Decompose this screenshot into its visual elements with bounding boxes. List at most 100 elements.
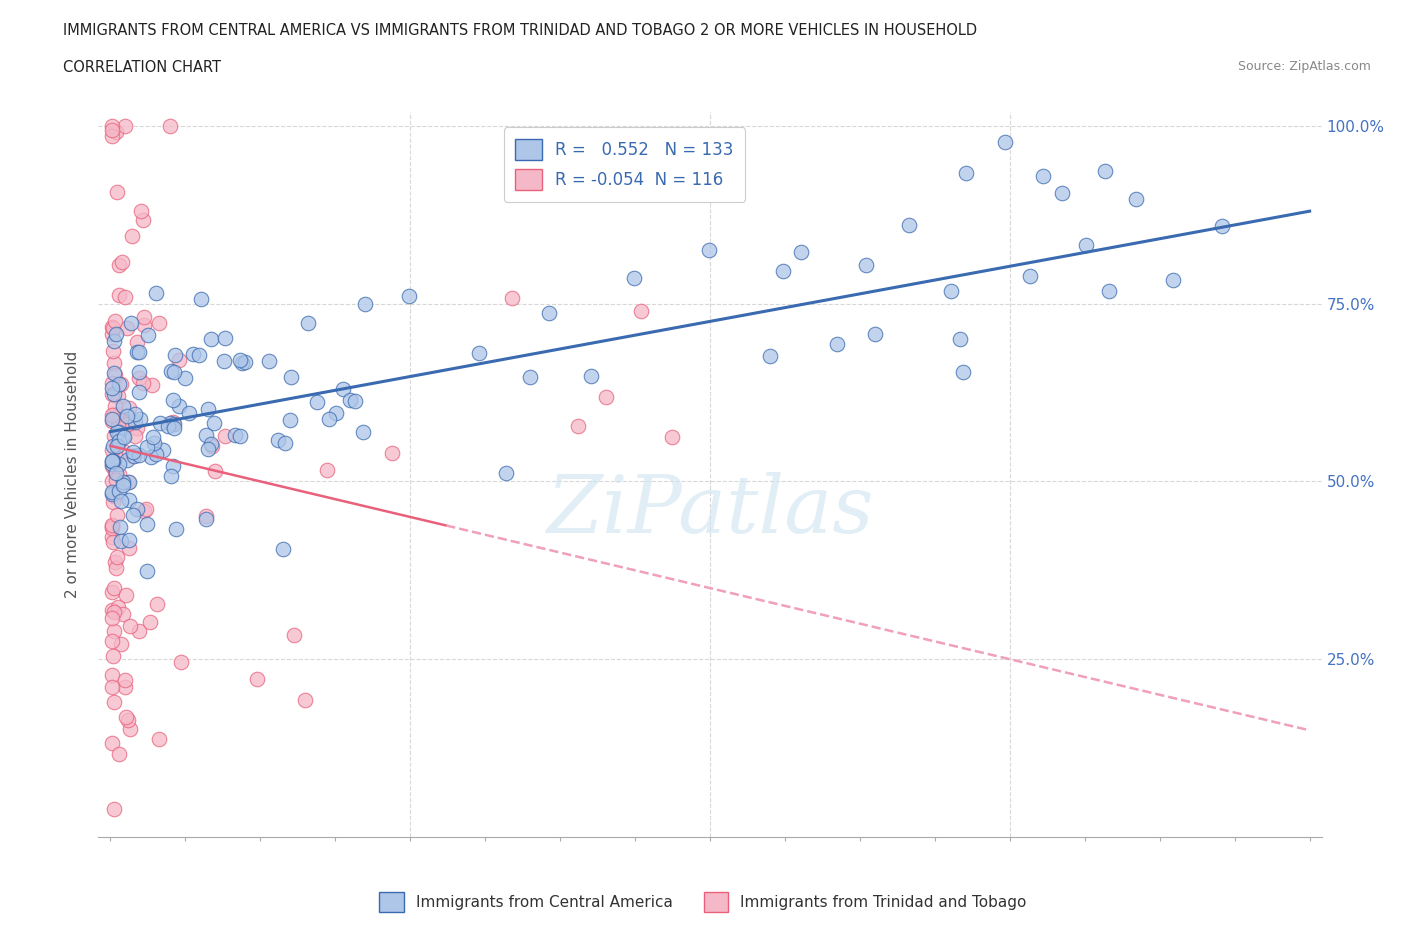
Point <box>159 118 181 133</box>
Point <box>157 418 180 433</box>
Point <box>163 421 186 436</box>
Point <box>101 521 124 536</box>
Point <box>200 436 222 451</box>
Point <box>112 399 135 414</box>
Point <box>283 628 305 643</box>
Point <box>101 535 124 550</box>
Point <box>160 469 183 484</box>
Point <box>128 447 150 462</box>
Point <box>139 449 162 464</box>
Point <box>101 380 124 395</box>
Point <box>194 509 217 524</box>
Point <box>789 244 811 259</box>
Point <box>100 633 122 648</box>
Point <box>332 381 354 396</box>
Point <box>271 541 294 556</box>
Point <box>103 407 125 422</box>
Point <box>100 442 122 457</box>
Point <box>224 428 246 443</box>
Point <box>118 619 141 634</box>
Point <box>104 465 127 480</box>
Point <box>939 284 962 299</box>
Point <box>267 432 290 447</box>
Point <box>107 389 129 404</box>
Point <box>307 394 329 409</box>
Point <box>124 415 146 430</box>
Point <box>381 445 404 460</box>
Point <box>117 452 139 467</box>
Point <box>246 671 269 686</box>
Point <box>278 412 301 427</box>
Point <box>135 440 157 455</box>
Point <box>229 352 252 367</box>
Point <box>132 376 155 391</box>
Point <box>353 297 375 312</box>
Point <box>200 332 222 347</box>
Point <box>132 317 155 332</box>
Point <box>115 588 138 603</box>
Point <box>202 416 225 431</box>
Point <box>103 454 125 469</box>
Point <box>190 292 212 307</box>
Point <box>163 365 186 379</box>
Point <box>103 488 125 503</box>
Point <box>100 319 122 334</box>
Point <box>229 429 252 444</box>
Point <box>758 349 780 364</box>
Point <box>101 473 124 488</box>
Point <box>104 367 127 382</box>
Point <box>101 494 124 509</box>
Point <box>132 212 155 227</box>
Point <box>468 345 491 360</box>
Point <box>1161 272 1184 287</box>
Point <box>124 429 146 444</box>
Point <box>697 242 720 257</box>
Point <box>163 417 186 432</box>
Point <box>181 347 204 362</box>
Point <box>108 288 131 303</box>
Point <box>132 503 155 518</box>
Point <box>118 533 141 548</box>
Point <box>114 118 136 133</box>
Point <box>103 365 125 380</box>
Point <box>108 415 131 430</box>
Point <box>107 184 129 199</box>
Point <box>128 365 150 379</box>
Point <box>115 710 138 724</box>
Point <box>318 411 340 426</box>
Point <box>149 416 172 431</box>
Point <box>630 304 652 319</box>
Text: ZiPatlas: ZiPatlas <box>547 472 873 550</box>
Point <box>952 365 974 379</box>
Point <box>117 408 139 423</box>
Point <box>145 286 167 300</box>
Point <box>121 229 143 244</box>
Point <box>1050 185 1073 200</box>
Point <box>110 636 132 651</box>
Point <box>108 483 131 498</box>
Point <box>1019 269 1042 284</box>
Point <box>146 596 169 611</box>
Point <box>105 550 128 565</box>
Point <box>128 623 150 638</box>
Point <box>165 348 187 363</box>
Point <box>105 507 128 522</box>
Point <box>1211 219 1233 233</box>
Point <box>104 473 127 488</box>
Point <box>274 436 297 451</box>
Point <box>112 444 135 458</box>
Point <box>162 392 184 407</box>
Point <box>101 517 124 532</box>
Point <box>103 355 125 370</box>
Point <box>297 316 319 331</box>
Point <box>118 400 141 415</box>
Point <box>159 416 181 431</box>
Point <box>101 343 124 358</box>
Point <box>167 398 190 413</box>
Point <box>1125 193 1147 207</box>
Point <box>100 457 122 472</box>
Point <box>174 370 197 385</box>
Point <box>538 306 561 321</box>
Point <box>141 378 163 392</box>
Point <box>197 442 219 457</box>
